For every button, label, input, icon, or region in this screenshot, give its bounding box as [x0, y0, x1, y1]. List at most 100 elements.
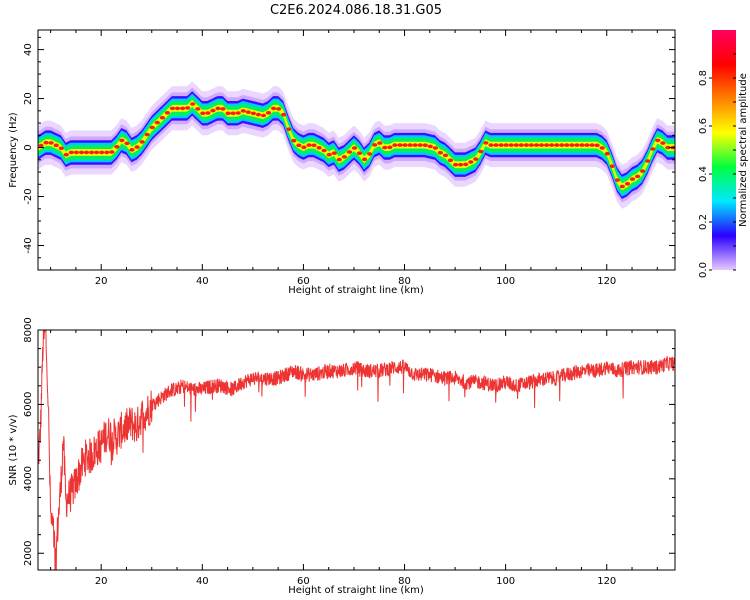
- x-tick-label: 80: [398, 576, 411, 587]
- colorbar-tick-label: 0.8: [698, 70, 709, 86]
- peak-marker: [599, 146, 605, 150]
- peak-marker: [594, 143, 600, 148]
- peak-marker: [164, 111, 170, 115]
- peak-marker: [387, 145, 393, 150]
- peak-marker: [645, 159, 651, 163]
- heatmap-peak-markers: [38, 102, 675, 189]
- peak-marker: [624, 182, 631, 186]
- peak-marker: [78, 150, 85, 155]
- y-tick-label: 2000: [23, 541, 34, 566]
- peak-marker: [260, 113, 267, 118]
- peak-marker: [89, 150, 95, 155]
- snr-panel: 20 40 60 80 100 120 2000 4000 6000 8000 Height o…: [8, 317, 676, 596]
- peak-marker: [200, 111, 206, 116]
- y-tick-label: 6000: [23, 392, 34, 417]
- peak-marker: [129, 148, 135, 152]
- peak-marker: [619, 184, 626, 189]
- peak-marker: [169, 106, 176, 111]
- peak-marker: [109, 150, 115, 154]
- peak-marker: [306, 143, 312, 147]
- peak-marker: [523, 143, 530, 147]
- peak-marker: [442, 153, 449, 158]
- peak-marker: [58, 146, 64, 151]
- peak-marker: [392, 143, 398, 147]
- peak-marker: [180, 106, 186, 111]
- peak-marker: [220, 107, 226, 111]
- snr-x-axis-label: Height of straight line (km): [288, 585, 424, 596]
- peak-marker: [291, 138, 297, 143]
- peak-marker: [286, 127, 292, 131]
- peak-marker: [559, 143, 565, 147]
- peak-marker: [629, 177, 636, 181]
- peak-marker: [478, 149, 484, 154]
- peak-marker: [73, 150, 79, 155]
- peak-marker: [463, 162, 469, 167]
- peak-marker: [412, 143, 418, 147]
- x-tick-label: 40: [196, 276, 209, 287]
- peak-marker: [473, 157, 479, 161]
- peak-marker: [422, 143, 428, 147]
- x-tick-label: 100: [496, 576, 515, 587]
- snr-y-ticks: 2000 4000 6000 8000: [23, 317, 675, 566]
- x-tick-label: 120: [597, 276, 616, 287]
- peak-marker: [205, 111, 211, 115]
- peak-marker: [336, 157, 342, 162]
- peak-marker: [660, 141, 666, 145]
- peak-marker: [453, 162, 459, 167]
- y-tick-label: 8000: [23, 317, 34, 342]
- y-tick-label: 4000: [23, 466, 34, 491]
- peak-marker: [139, 140, 145, 144]
- colorbar-ticks: 0.0 0.2 0.4 0.6 0.8: [698, 53, 736, 278]
- colorbar-bar: [712, 30, 736, 270]
- peak-marker: [518, 143, 524, 147]
- peak-marker: [215, 106, 221, 111]
- peak-marker: [38, 143, 44, 148]
- peak-marker: [326, 152, 332, 157]
- colorbar-tick-label: 0.6: [698, 118, 709, 134]
- x-tick-label: 20: [95, 276, 108, 287]
- peak-marker: [255, 112, 261, 117]
- peak-marker: [458, 162, 464, 167]
- peak-marker: [397, 143, 403, 147]
- peak-marker: [402, 143, 408, 147]
- peak-marker: [114, 145, 120, 149]
- peak-marker: [346, 150, 352, 154]
- peak-marker: [195, 107, 201, 111]
- colorbar-tick-label: 0.2: [698, 214, 709, 230]
- peak-marker: [579, 143, 585, 147]
- peak-marker: [235, 111, 241, 115]
- peak-marker: [538, 143, 545, 147]
- ridge-green-band: [38, 96, 675, 195]
- peak-marker: [301, 145, 307, 150]
- x-tick-label: 60: [297, 576, 310, 587]
- peak-marker: [271, 106, 277, 111]
- peak-marker: [377, 141, 383, 145]
- peak-marker: [372, 143, 378, 147]
- x-tick-label: 20: [95, 576, 108, 587]
- peak-marker: [513, 143, 519, 147]
- peak-marker: [296, 143, 302, 148]
- peak-marker: [276, 107, 282, 111]
- peak-marker: [549, 143, 555, 147]
- peak-marker: [533, 143, 540, 147]
- peak-marker: [655, 138, 661, 143]
- x-tick-label: 60: [297, 276, 310, 287]
- peak-marker: [604, 151, 610, 156]
- x-tick-label: 120: [597, 576, 616, 587]
- snr-y-axis-label: SNR (10 * v/v): [8, 414, 19, 485]
- peak-marker: [250, 111, 256, 116]
- peak-marker: [437, 150, 443, 155]
- peak-marker: [104, 150, 110, 155]
- peak-marker: [614, 178, 621, 182]
- peak-marker: [503, 143, 509, 147]
- peak-marker: [367, 152, 373, 156]
- peak-marker: [210, 108, 216, 113]
- peak-marker: [240, 109, 246, 113]
- peak-marker: [159, 115, 165, 120]
- peak-marker: [63, 152, 69, 157]
- figure-title: C2E6.2024.086.18.31.G05: [270, 3, 442, 18]
- snr-x-ticks: 20 40 60 80 100 120: [50, 330, 658, 587]
- peak-marker: [382, 145, 388, 150]
- peak-marker: [640, 169, 646, 173]
